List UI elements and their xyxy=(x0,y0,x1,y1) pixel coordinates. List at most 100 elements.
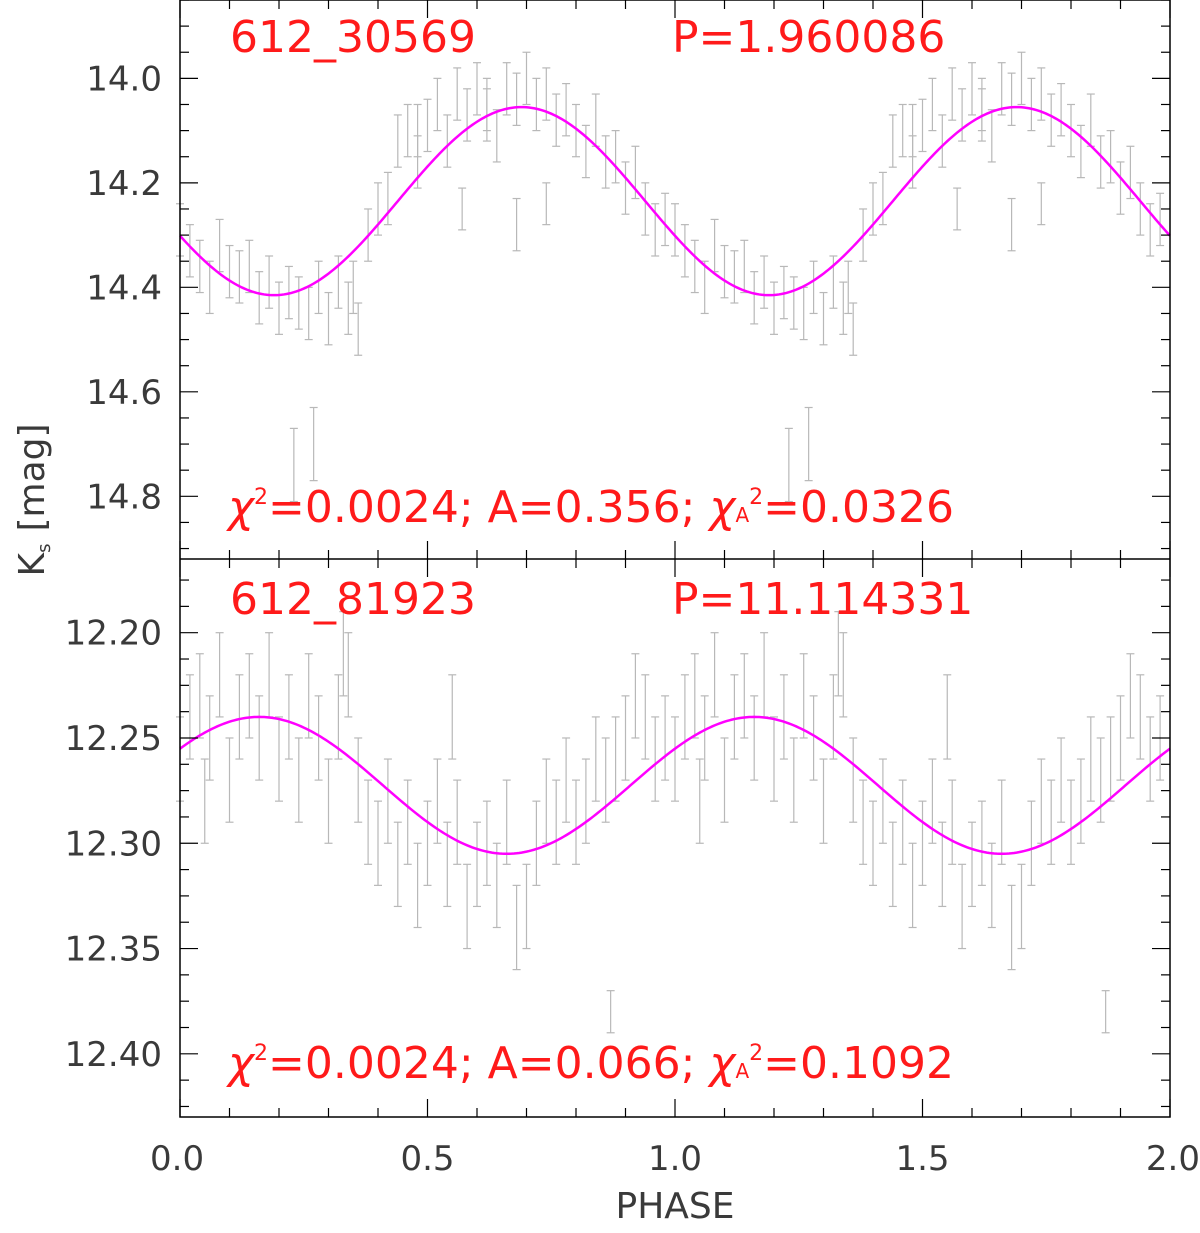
chia-subscript: A xyxy=(735,503,749,527)
data-point xyxy=(413,842,422,929)
data-point xyxy=(458,187,467,231)
data-point xyxy=(1027,77,1036,132)
panel-top: 14.0 14.2 14.4 14.6 14.8 612_30569 P=1.96008… xyxy=(86,0,1171,559)
data-point xyxy=(235,674,244,760)
data-point xyxy=(502,779,511,865)
data-point xyxy=(809,260,818,315)
y-tick-label: 14.4 xyxy=(86,268,162,308)
chi-value-text: =0.0024; A=0.356; xyxy=(268,482,709,533)
data-point xyxy=(393,114,402,168)
data-point xyxy=(770,716,778,802)
data-point xyxy=(948,67,957,121)
data-point xyxy=(413,103,422,158)
data-point xyxy=(700,260,709,315)
chi-value-text: =0.0024; A=0.066; xyxy=(268,1038,709,1089)
x-tick-label: 0.5 xyxy=(400,1139,454,1179)
data-point xyxy=(611,716,620,802)
data-point xyxy=(740,653,749,739)
data-point xyxy=(700,695,709,781)
data-point xyxy=(789,737,798,823)
data-point xyxy=(443,114,452,168)
data-point xyxy=(770,281,778,335)
data-point xyxy=(572,779,580,865)
data-point xyxy=(324,291,333,346)
data-point xyxy=(255,695,264,781)
data-point xyxy=(601,135,610,189)
data-point xyxy=(740,239,749,294)
panel-bottom: 12.20 12.25 12.30 12.35 12.40 612_81923 P=11… xyxy=(65,559,1171,1117)
data-point xyxy=(1076,124,1085,179)
data-point xyxy=(463,863,472,950)
data-point xyxy=(1116,161,1125,215)
chia-value-text: =0.0326 xyxy=(763,482,954,533)
x-tick-label: 0.0 xyxy=(150,1139,204,1179)
data-point xyxy=(849,302,858,356)
data-point xyxy=(275,281,283,335)
data-point xyxy=(997,779,1006,865)
star-id-bottom: 612_81923 xyxy=(230,574,476,625)
data-point xyxy=(1067,103,1075,158)
fit-curve-top xyxy=(179,105,1171,297)
data-point xyxy=(730,674,739,760)
data-point xyxy=(641,182,650,236)
data-point xyxy=(532,800,541,886)
data-point xyxy=(185,224,194,278)
data-point xyxy=(760,255,769,309)
data-point xyxy=(200,758,209,844)
data-point xyxy=(1086,716,1095,802)
chia-squared-exp: 2 xyxy=(749,1041,763,1066)
data-point xyxy=(383,758,392,844)
data-point xyxy=(958,88,967,142)
data-point xyxy=(1101,990,1110,1034)
data-point xyxy=(349,260,358,315)
data-point xyxy=(1156,192,1165,247)
data-point xyxy=(562,737,571,823)
y-tick-labels-top: 14.0 14.2 14.4 14.6 14.8 xyxy=(86,59,162,517)
y-axis-unit: [mag] xyxy=(12,423,53,531)
data-point xyxy=(968,821,976,908)
data-point xyxy=(690,653,699,739)
data-point xyxy=(195,653,204,739)
data-point xyxy=(784,427,793,503)
data-point xyxy=(1047,93,1056,147)
data-point xyxy=(779,674,788,760)
y-tick-label: 12.20 xyxy=(65,614,162,654)
data-point xyxy=(631,653,640,739)
data-point xyxy=(760,632,769,718)
data-point xyxy=(819,758,828,844)
data-point xyxy=(839,632,848,718)
data-point xyxy=(695,758,704,844)
data-point xyxy=(601,737,610,823)
data-point xyxy=(195,239,204,294)
data-point xyxy=(1106,130,1115,184)
data-point xyxy=(591,716,600,802)
data-point xyxy=(710,632,719,718)
data-point xyxy=(453,67,462,121)
y-tick-label: 12.25 xyxy=(65,719,162,759)
data-point xyxy=(383,171,392,226)
data-point xyxy=(1057,82,1066,137)
data-point xyxy=(1037,182,1046,226)
data-point xyxy=(948,779,957,865)
data-point xyxy=(621,161,630,215)
data-point xyxy=(869,800,877,886)
data-point xyxy=(953,187,962,231)
data-point xyxy=(1096,737,1105,823)
data-point xyxy=(225,244,234,299)
data-point xyxy=(265,255,274,309)
data-point xyxy=(938,114,947,168)
data-point xyxy=(225,737,234,823)
data-point xyxy=(423,800,432,886)
y-tick-label: 12.35 xyxy=(65,930,162,970)
y-tick-label: 14.8 xyxy=(86,477,162,517)
data-point xyxy=(1086,93,1095,147)
data-point xyxy=(671,203,679,257)
data-point xyxy=(928,77,937,132)
data-point xyxy=(205,695,214,781)
data-point xyxy=(878,171,887,226)
data-point xyxy=(1136,182,1145,236)
data-point xyxy=(453,779,462,865)
data-point xyxy=(849,737,858,823)
data-point xyxy=(324,758,333,844)
data-point xyxy=(344,281,353,335)
